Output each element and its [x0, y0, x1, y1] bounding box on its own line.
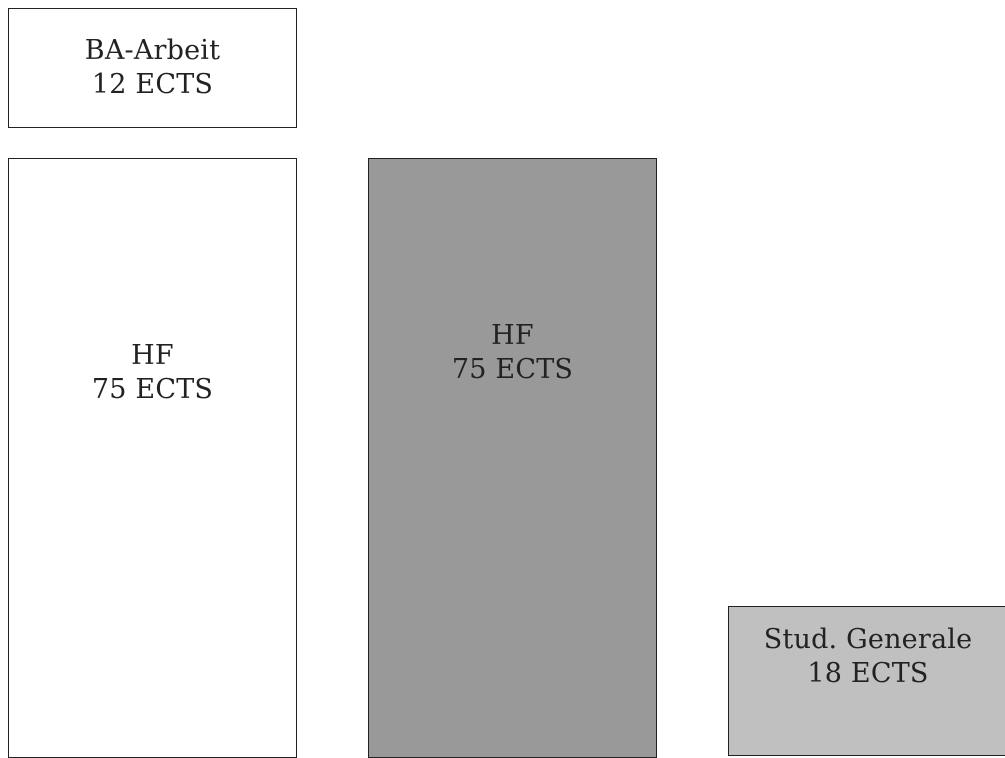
hf-block-right: HF 75 ECTS: [368, 158, 657, 758]
hf-block-left: HF 75 ECTS: [8, 158, 297, 758]
ba-arbeit-credits: 12 ECTS: [91, 69, 214, 100]
hf-right-name: HF: [491, 320, 534, 351]
studium-generale-name: Stud. Generale: [763, 624, 973, 655]
studium-generale-block: Stud. Generale 18 ECTS: [728, 606, 1005, 756]
ba-arbeit-name: BA-Arbeit: [84, 35, 221, 66]
studium-generale-credits: 18 ECTS: [807, 658, 929, 689]
ba-arbeit-block: BA-Arbeit 12 ECTS: [8, 8, 297, 128]
hf-left-credits: 75 ECTS: [91, 374, 214, 405]
hf-right-credits: 75 ECTS: [451, 354, 574, 385]
hf-left-name: HF: [131, 340, 174, 371]
